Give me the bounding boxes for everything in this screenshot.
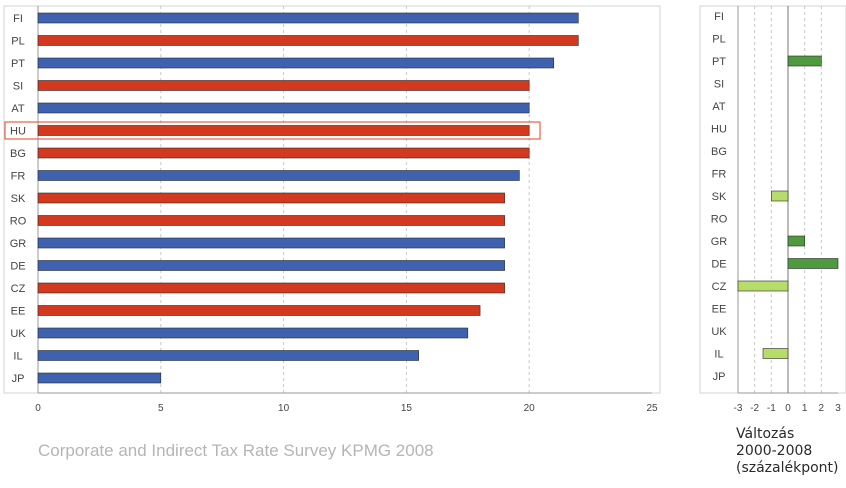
- category-label: UK: [10, 328, 26, 340]
- x-tick-label: 15: [401, 403, 413, 414]
- category-label: PL: [11, 36, 24, 48]
- bar: [37, 12, 579, 24]
- x-tick-label: -1: [767, 403, 776, 414]
- category-label: GR: [10, 238, 27, 250]
- bar: [737, 280, 789, 292]
- x-tick-label: -2: [750, 403, 759, 414]
- bar: [37, 282, 505, 294]
- x-tick-label: 20: [524, 403, 536, 414]
- category-label: RO: [711, 214, 728, 226]
- category-label: CZ: [712, 281, 727, 293]
- bar: [37, 102, 530, 114]
- category-label: IL: [714, 349, 723, 361]
- category-label: PT: [11, 58, 25, 70]
- category-label: SK: [712, 191, 727, 203]
- category-label: DE: [711, 259, 726, 271]
- bar: [787, 258, 839, 269]
- category-label: BG: [10, 148, 26, 160]
- x-tick-label: 10: [278, 403, 290, 414]
- bar: [787, 55, 822, 67]
- category-label: IL: [13, 351, 22, 363]
- bar: [37, 260, 505, 271]
- bar: [37, 215, 505, 226]
- category-label: SI: [714, 79, 724, 91]
- category-label: EE: [11, 306, 26, 318]
- change-axis-label-line: (százalékpont): [736, 460, 839, 476]
- category-label: FI: [714, 11, 724, 23]
- category-label: SI: [13, 81, 23, 93]
- bar: [37, 327, 469, 339]
- change-axis-label-line: 2000-2008: [736, 443, 813, 459]
- x-tick-label: 5: [158, 403, 164, 414]
- change-axis-label: Változás 2000-2008 (százalékpont): [736, 426, 846, 477]
- category-label: UK: [711, 326, 727, 338]
- category-label: JP: [12, 373, 25, 385]
- bar: [37, 237, 505, 249]
- category-label: JP: [713, 371, 726, 383]
- category-label: PL: [712, 34, 725, 46]
- bar: [37, 147, 530, 159]
- x-tick-label: 3: [835, 403, 841, 414]
- category-label: SK: [11, 193, 26, 205]
- bar: [37, 170, 520, 181]
- bar: [37, 372, 162, 384]
- bar: [37, 35, 579, 46]
- change-chart: -3 -2 -1 0 1 2 3 FI PL PT SI AT HU BG FR SK RO GR DE CZ EE UK…: [699, 5, 846, 414]
- category-label: DE: [10, 261, 25, 273]
- bar: [771, 190, 789, 202]
- bar: [37, 350, 419, 361]
- bar: [37, 57, 555, 69]
- bar: [787, 235, 805, 247]
- x-tick-label: 0: [35, 403, 41, 414]
- bar: [37, 192, 505, 204]
- category-label: HU: [711, 124, 727, 136]
- tax-rate-chart: 0 5 10 15 20 25 FI PL PT SI AT HU BG FR SK RO GR DE CZ EE UK…: [3, 5, 661, 414]
- bar: [37, 80, 530, 91]
- category-label: AT: [712, 101, 726, 113]
- x-tick-label: 1: [802, 403, 808, 414]
- category-label: FR: [11, 171, 26, 183]
- category-label: AT: [11, 103, 25, 115]
- category-label: PT: [712, 56, 726, 68]
- change-axis-label-line: Változás: [736, 426, 795, 442]
- highlight-box: [4, 121, 541, 140]
- category-label: CZ: [11, 283, 26, 295]
- bar: [37, 125, 530, 136]
- category-label: BG: [711, 146, 727, 158]
- x-tick-label: -3: [734, 403, 743, 414]
- source-caption: Corporate and Indirect Tax Rate Survey K…: [38, 441, 434, 460]
- category-label: HU: [10, 126, 26, 138]
- category-label: EE: [712, 304, 727, 316]
- category-label: RO: [10, 216, 27, 228]
- x-tick-label: 25: [646, 403, 658, 414]
- x-tick-label: 0: [785, 403, 791, 414]
- x-tick-label: 2: [819, 403, 825, 414]
- category-label: FI: [13, 13, 23, 25]
- bar: [37, 305, 481, 316]
- category-label: FR: [712, 169, 727, 181]
- category-label: GR: [711, 236, 728, 248]
- bar: [762, 348, 789, 359]
